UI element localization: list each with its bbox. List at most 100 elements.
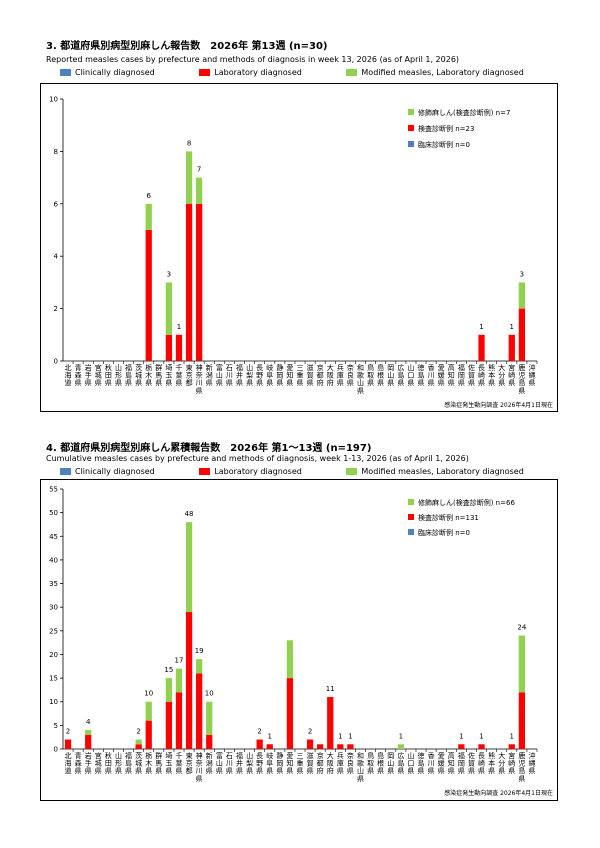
x-tick-label-char: 福 bbox=[458, 751, 465, 760]
x-tick-label-char: 石 bbox=[226, 364, 233, 372]
x-tick-label-char: 重 bbox=[297, 372, 304, 380]
x-tick-label-char: 島 bbox=[377, 363, 384, 372]
bar-lab bbox=[135, 744, 142, 749]
source-note: 感染症発生動向調査 2026年4月1日現在 bbox=[444, 401, 553, 409]
data-label: 1 bbox=[348, 732, 352, 740]
lab-swatch bbox=[199, 69, 211, 76]
x-tick-label-char: 馬 bbox=[155, 760, 162, 768]
legend-label: Laboratory diagnosed bbox=[214, 467, 302, 476]
x-tick-label-char: 葉 bbox=[175, 759, 182, 768]
bar-modified bbox=[185, 151, 193, 204]
x-tick-label-char: 県 bbox=[75, 379, 82, 387]
x-tick-label-char: 佐 bbox=[468, 751, 475, 760]
x-tick-label-char: 県 bbox=[236, 379, 243, 387]
x-tick-label-char: 県 bbox=[297, 767, 304, 775]
x-tick-label-char: 府 bbox=[327, 378, 334, 387]
x-tick-label-char: 県 bbox=[387, 767, 394, 775]
inner-legend-label: 検査診断例 n=23 bbox=[418, 124, 474, 133]
x-tick-label-char: 岐 bbox=[266, 751, 273, 760]
x-tick-label-char: 県 bbox=[135, 767, 142, 775]
bar-lab bbox=[478, 334, 485, 361]
x-tick-label-char: 県 bbox=[286, 767, 293, 775]
x-tick-label-char: 知 bbox=[448, 371, 455, 380]
x-tick-label-char: 木 bbox=[145, 371, 152, 380]
y-tick-label: 10 bbox=[49, 698, 58, 706]
bar-modified bbox=[145, 203, 152, 230]
x-tick-label-char: 知 bbox=[286, 371, 293, 380]
x-tick-label-char: 県 bbox=[95, 767, 102, 775]
x-tick-label-char: 田 bbox=[105, 760, 112, 768]
bar-lab bbox=[196, 203, 203, 361]
x-tick-label-char: 県 bbox=[175, 767, 182, 775]
x-tick-label-char: 県 bbox=[448, 379, 455, 387]
x-tick-label-char: 県 bbox=[468, 379, 475, 387]
x-tick-label-char: 岡 bbox=[276, 760, 283, 768]
x-tick-label-char: 福 bbox=[236, 363, 243, 372]
x-tick-label-char: 県 bbox=[226, 379, 233, 387]
x-tick-label-char: 滋 bbox=[307, 751, 314, 760]
x-tick-label-char: 県 bbox=[458, 767, 465, 775]
x-tick-label-char: 県 bbox=[276, 379, 283, 387]
x-tick-label-char: 県 bbox=[407, 767, 414, 775]
x-tick-label-char: 福 bbox=[236, 751, 243, 760]
x-tick-label-char: 県 bbox=[367, 767, 374, 775]
x-tick-label-char: 三 bbox=[297, 364, 304, 372]
x-tick-label-char: 県 bbox=[246, 379, 253, 387]
bar-modified bbox=[518, 635, 525, 693]
x-tick-label-char: 県 bbox=[286, 379, 293, 387]
data-label: 1 bbox=[459, 732, 463, 740]
x-tick-label-char: 京 bbox=[317, 751, 324, 760]
x-tick-label-char: 賀 bbox=[468, 371, 475, 380]
x-tick-label-char: 宮 bbox=[508, 751, 515, 760]
x-tick-label-char: 愛 bbox=[438, 751, 445, 760]
chart1-legend: Clinically diagnosed Laboratory diagnose… bbox=[60, 68, 566, 77]
x-tick-label-char: 県 bbox=[145, 767, 152, 775]
x-tick-label-char: 県 bbox=[85, 767, 92, 775]
x-tick-label-char: 県 bbox=[498, 767, 505, 775]
data-label: 11 bbox=[326, 685, 335, 693]
x-tick-label-char: 福 bbox=[125, 363, 132, 372]
x-tick-label-char: 崎 bbox=[478, 371, 485, 380]
x-tick-label-char: 府 bbox=[317, 766, 324, 775]
inner-legend-swatch bbox=[408, 499, 414, 505]
x-tick-label-char: 県 bbox=[418, 379, 425, 387]
x-tick-label-char: 阪 bbox=[327, 371, 334, 380]
x-tick-label-char: 知 bbox=[286, 759, 293, 768]
bar-lab bbox=[165, 334, 173, 361]
x-tick-label-char: 県 bbox=[216, 379, 223, 387]
x-tick-label-char: 茨 bbox=[135, 363, 142, 372]
x-tick-label-char: 兵 bbox=[337, 751, 344, 760]
x-tick-label-char: 茨 bbox=[135, 751, 142, 760]
x-tick-label-char: 形 bbox=[115, 372, 122, 380]
modified-swatch bbox=[346, 468, 358, 475]
x-tick-label-char: 県 bbox=[528, 767, 535, 775]
x-tick-label-char: 県 bbox=[458, 379, 465, 387]
x-tick-label-char: 木 bbox=[145, 759, 152, 768]
x-tick-label-char: 島 bbox=[518, 378, 525, 387]
x-tick-label-char: 都 bbox=[317, 760, 324, 768]
clinical-swatch bbox=[60, 69, 71, 76]
x-tick-label-char: 高 bbox=[448, 363, 455, 372]
x-tick-label-char: 取 bbox=[367, 760, 374, 768]
x-tick-label-char: 海 bbox=[65, 759, 72, 768]
x-tick-label-char: 本 bbox=[488, 759, 495, 768]
x-tick-label-char: 県 bbox=[85, 379, 92, 387]
x-tick-label-char: 奈 bbox=[347, 363, 354, 372]
inner-legend-swatch bbox=[408, 529, 414, 535]
y-tick-label: 5 bbox=[54, 722, 58, 730]
x-tick-label-char: 徳 bbox=[418, 751, 425, 760]
x-tick-label-char: 県 bbox=[145, 379, 152, 387]
x-tick-label-char: 道 bbox=[65, 766, 72, 775]
bar-lab bbox=[175, 692, 183, 749]
x-tick-label-char: 府 bbox=[317, 378, 324, 387]
x-tick-label-char: 群 bbox=[155, 751, 162, 760]
x-tick-label-char: 庫 bbox=[337, 759, 344, 768]
x-tick-label-char: 県 bbox=[387, 379, 394, 387]
x-tick-label-char: 玉 bbox=[165, 372, 172, 380]
x-tick-label-char: 大 bbox=[327, 751, 334, 760]
x-tick-label-char: 縄 bbox=[528, 371, 535, 380]
x-tick-label-char: 媛 bbox=[438, 759, 445, 768]
x-tick-label-char: 県 bbox=[155, 767, 162, 775]
x-tick-label-char: 東 bbox=[186, 751, 193, 760]
x-tick-label-char: 阪 bbox=[327, 759, 334, 768]
